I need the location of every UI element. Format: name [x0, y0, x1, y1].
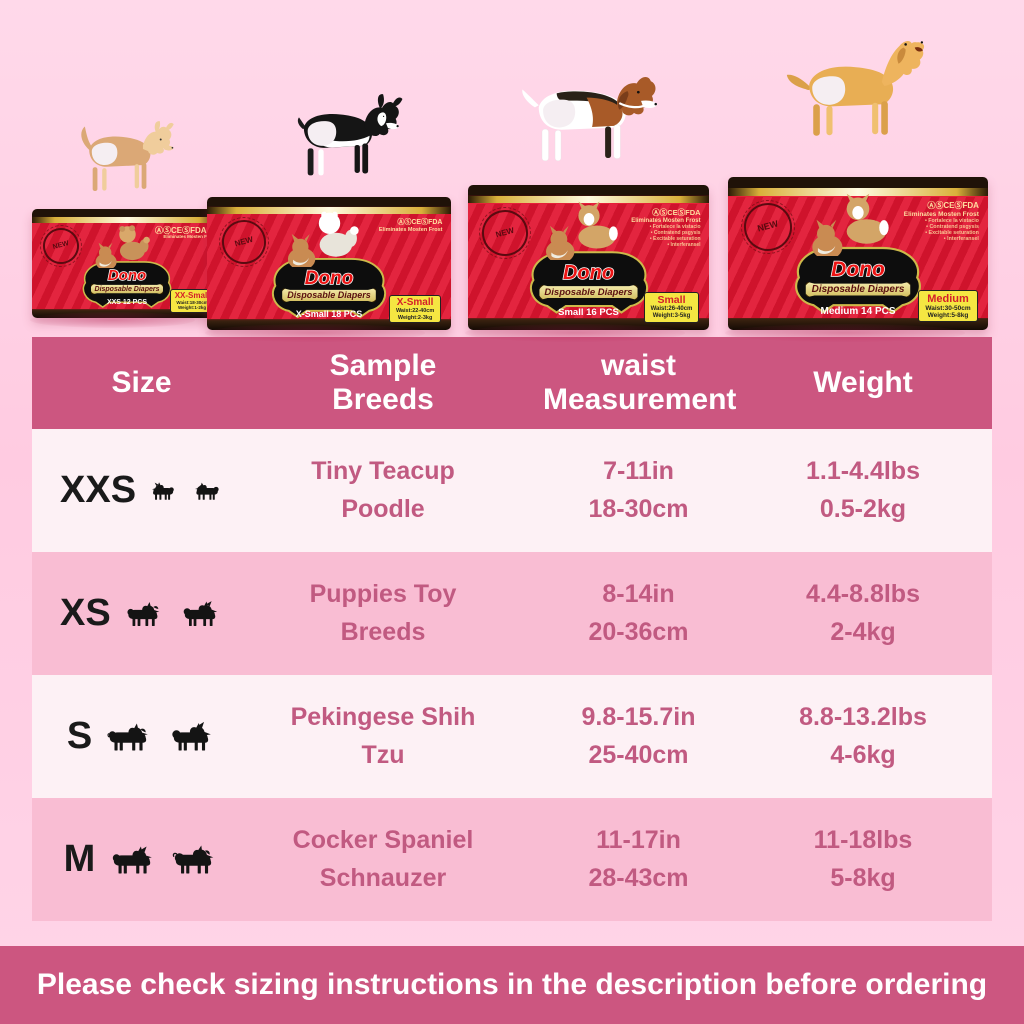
svg-text:ⒶⓈCEⓈFDA: ⒶⓈCEⓈFDA: [155, 225, 207, 234]
